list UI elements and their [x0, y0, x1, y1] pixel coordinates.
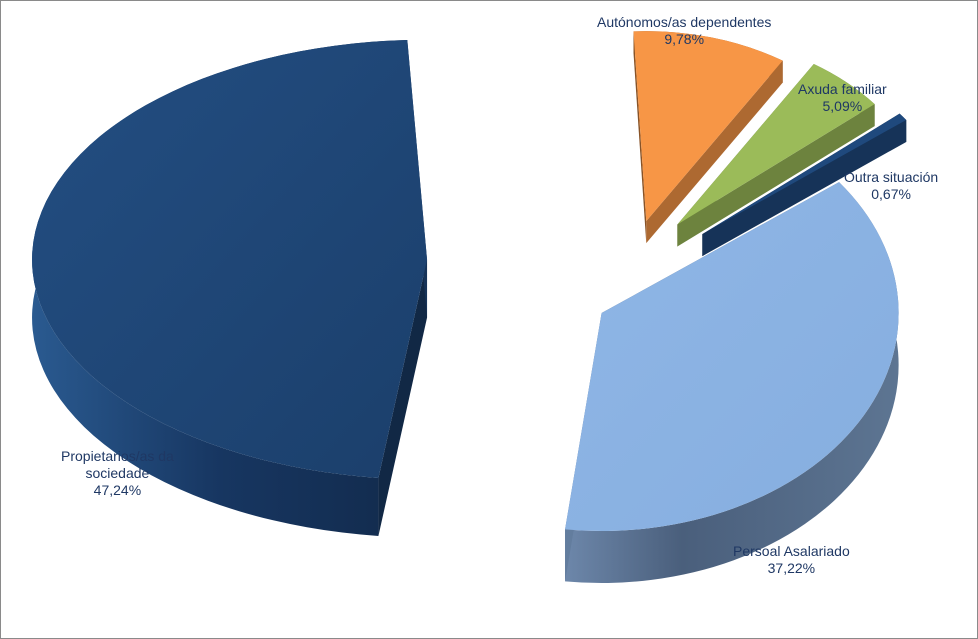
- label-outra: Outra situación 0,67%: [844, 169, 939, 202]
- slice-propietarios-top: [32, 39, 428, 479]
- slice-persoal: [565, 182, 899, 584]
- slice-outra: [702, 113, 907, 257]
- slice-persoal-side: [565, 182, 899, 584]
- slice-outra-wall-b: [702, 119, 907, 257]
- slice-autonomos-wall-b: [646, 60, 783, 244]
- slice-propietarios: [32, 39, 428, 537]
- slice-autonomos: [633, 31, 783, 244]
- slice-axuda: [677, 64, 875, 247]
- label-axuda: Axuda familiar 5,09%: [798, 81, 887, 114]
- slice-propietarios-wall-a: [378, 259, 428, 537]
- slice-persoal-top: [565, 182, 899, 532]
- slice-axuda-wall-b: [677, 104, 875, 247]
- label-persoal: Persoal Asalariado 37,22%: [733, 543, 850, 576]
- slice-outra-top: [702, 113, 907, 235]
- label-autonomos: Autónomos/as dependentes 9,78%: [597, 14, 772, 47]
- label-propietarios: Propietarios/as da sociedade 47,24%: [61, 448, 174, 498]
- slice-autonomos-top: [633, 31, 783, 222]
- slice-autonomos-wall-a: [633, 31, 647, 244]
- slice-axuda-top: [677, 64, 875, 225]
